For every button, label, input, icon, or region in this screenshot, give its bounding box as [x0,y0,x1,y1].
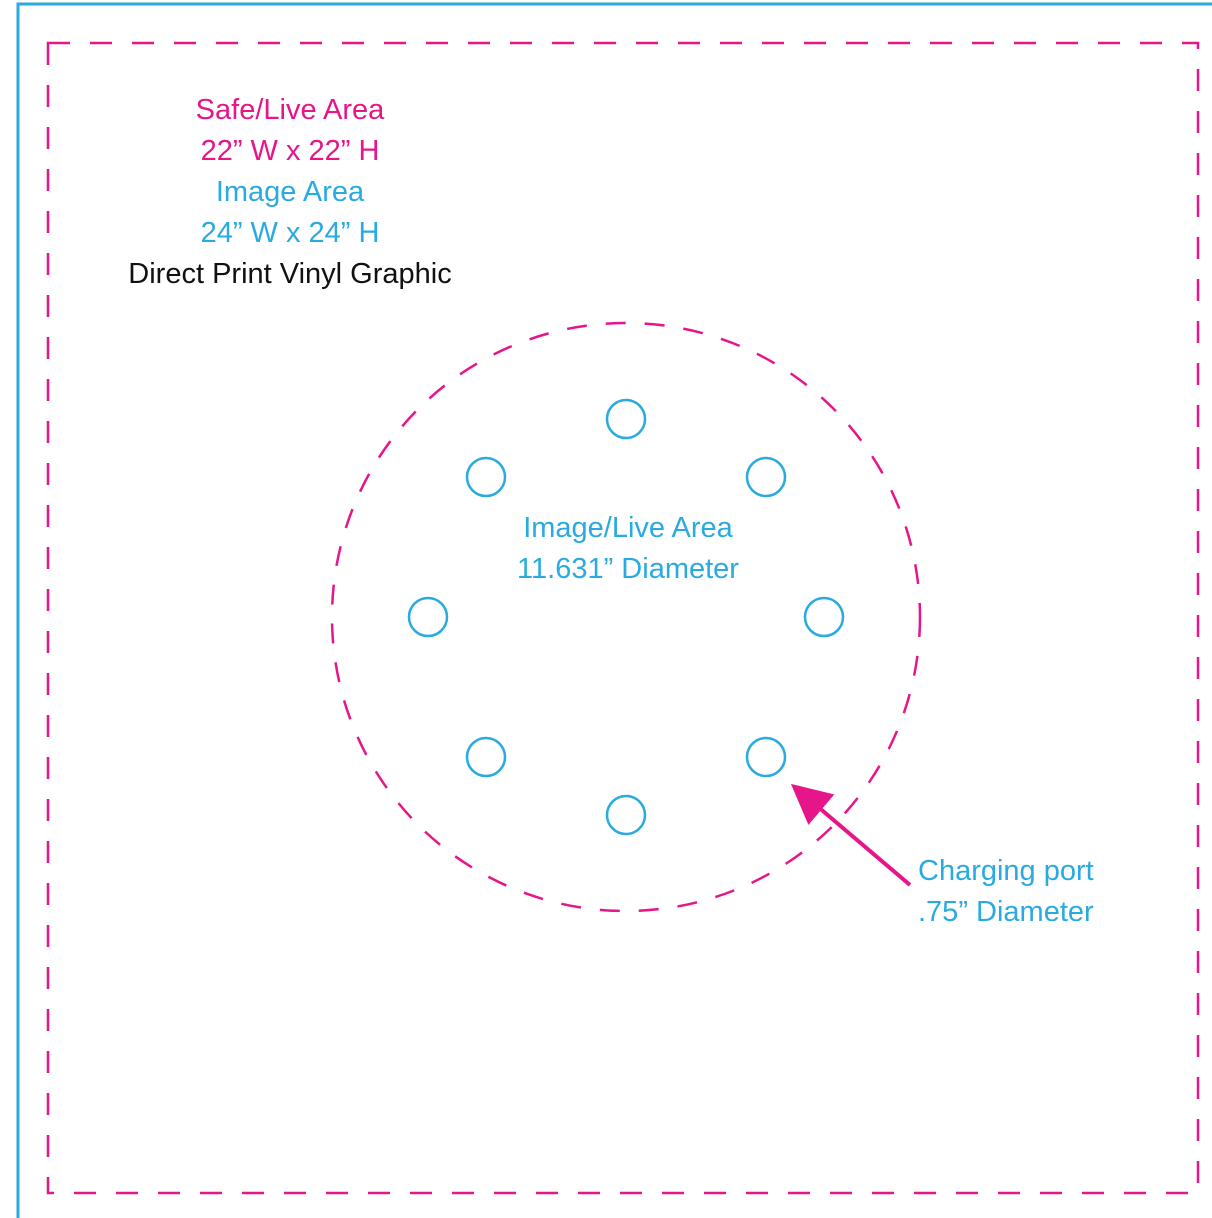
circle-area-title: Image/Live Area [523,512,733,544]
safe-area-title: Safe/Live Area [195,94,385,126]
charging-port-hole [605,794,647,836]
charging-ports-group [407,398,845,836]
product-type: Direct Print Vinyl Graphic [128,258,452,290]
charging-port-label-group: Charging port .75” Diameter [918,851,1158,933]
charging-port-hole [465,456,507,498]
safe-area-border [46,41,1200,1195]
charging-port-hole [605,398,647,440]
charging-port-title: Charging port [918,855,1094,887]
spec-label-group: Safe/Live Area 22” W x 22” H Image Area … [90,90,490,295]
image-area-size: 24” W x 24” H [200,217,380,249]
circle-area-diameter: 11.631” Diameter [517,553,739,585]
charging-port-hole [803,596,845,638]
charging-port-arrow [790,783,912,887]
circle-live-area-border [330,321,922,913]
charging-port-hole [745,736,787,778]
charging-port-hole [465,736,507,778]
image-area-border [16,2,1212,1218]
safe-area-size: 22” W x 22” H [200,135,380,167]
charging-port-hole [407,596,449,638]
charging-port-diameter: .75” Diameter [918,896,1094,928]
image-area-title: Image Area [215,176,365,208]
circle-label-group: Image/Live Area 11.631” Diameter [478,508,778,590]
charging-port-hole [745,456,787,498]
